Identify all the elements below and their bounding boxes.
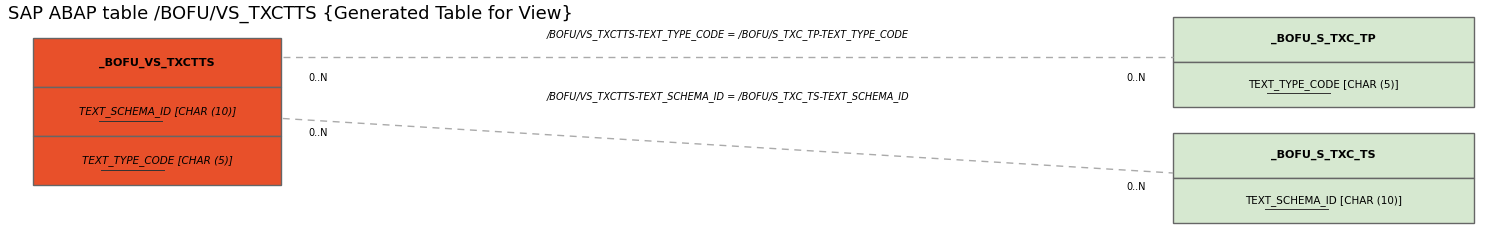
- Text: TEXT_SCHEMA_ID [CHAR (10)]: TEXT_SCHEMA_ID [CHAR (10)]: [1245, 195, 1402, 206]
- Text: /BOFU/VS_TXCTTS-TEXT_TYPE_CODE = /BOFU/S_TXC_TP-TEXT_TYPE_CODE: /BOFU/VS_TXCTTS-TEXT_TYPE_CODE = /BOFU/S…: [547, 29, 908, 40]
- FancyBboxPatch shape: [1173, 178, 1474, 223]
- Text: TEXT_TYPE_CODE [CHAR (5)]: TEXT_TYPE_CODE [CHAR (5)]: [1248, 79, 1399, 90]
- FancyBboxPatch shape: [1173, 133, 1474, 178]
- Text: SAP ABAP table /BOFU/VS_TXCTTS {Generated Table for View}: SAP ABAP table /BOFU/VS_TXCTTS {Generate…: [8, 5, 573, 23]
- Text: _BOFU_S_TXC_TS: _BOFU_S_TXC_TS: [1271, 150, 1376, 160]
- FancyBboxPatch shape: [1173, 62, 1474, 107]
- Text: 0..N: 0..N: [1126, 73, 1146, 83]
- FancyBboxPatch shape: [1173, 17, 1474, 62]
- FancyBboxPatch shape: [33, 136, 281, 185]
- Text: /BOFU/VS_TXCTTS-TEXT_SCHEMA_ID = /BOFU/S_TXC_TS-TEXT_SCHEMA_ID: /BOFU/VS_TXCTTS-TEXT_SCHEMA_ID = /BOFU/S…: [546, 91, 910, 102]
- FancyBboxPatch shape: [33, 87, 281, 136]
- Text: 0..N: 0..N: [308, 73, 328, 83]
- Text: _BOFU_S_TXC_TP: _BOFU_S_TXC_TP: [1271, 34, 1376, 44]
- Text: _BOFU_VS_TXCTTS: _BOFU_VS_TXCTTS: [99, 57, 215, 68]
- Text: TEXT_SCHEMA_ID [CHAR (10)]: TEXT_SCHEMA_ID [CHAR (10)]: [78, 106, 236, 117]
- Text: TEXT_TYPE_CODE [CHAR (5)]: TEXT_TYPE_CODE [CHAR (5)]: [81, 155, 233, 166]
- Text: 0..N: 0..N: [1126, 182, 1146, 192]
- FancyBboxPatch shape: [33, 38, 281, 87]
- Text: 0..N: 0..N: [308, 128, 328, 138]
